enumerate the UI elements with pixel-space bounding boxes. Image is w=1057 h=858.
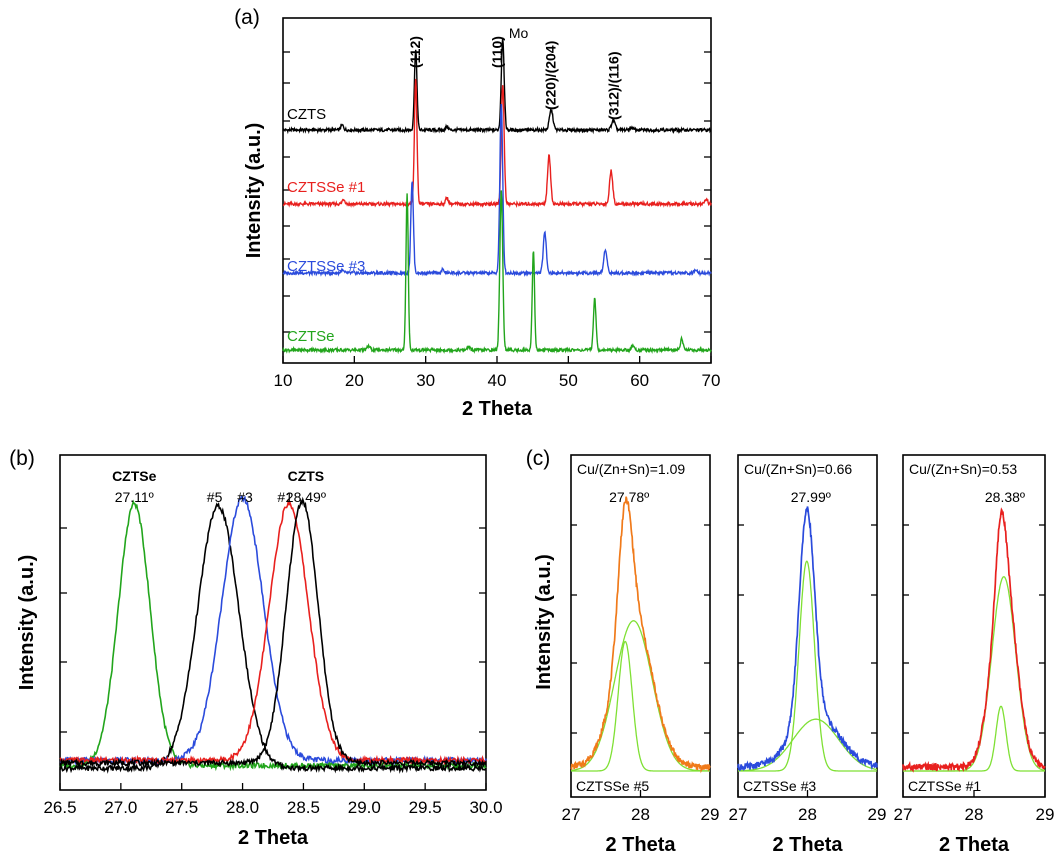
panel-b-frame (59, 454, 487, 791)
panel-a-peak-label: Mo (509, 25, 529, 41)
panel-a-series-cztsse-3 (282, 103, 712, 278)
panel-c: (c) Intensity (a.u.) 27 28 29 2 Theta Cu/(Zn+S… (526, 447, 1055, 856)
panel-b-label: (b) (9, 447, 35, 470)
panel-a-xtick-label: 70 (702, 371, 721, 390)
panel-c-xtick-label: 28 (631, 805, 650, 824)
panel-a-xtick-label: 20 (345, 371, 364, 390)
panel-c-component-fit (903, 576, 1046, 772)
panel-a-series-label: CZTSe (287, 328, 335, 345)
panel-b-xtick-label: 29.0 (348, 798, 381, 817)
panel-c-xlabel: 2 Theta (772, 834, 843, 856)
panel-c-xtick-label: 29 (868, 805, 887, 824)
panel-a-xtick-label: 10 (274, 371, 293, 390)
panel-b-annotation: 28.49º (286, 489, 326, 505)
panel-c-label: (c) (526, 447, 551, 470)
panel-a-label: (a) (234, 6, 260, 29)
panel-c-component-fit (738, 560, 877, 772)
panel-a-series-cztse (282, 190, 712, 355)
panel-c-xtick-label: 29 (1036, 805, 1055, 824)
panel-a-xlabel: 2 Theta (462, 398, 533, 420)
panel-b-xtick-label: 29.5 (409, 798, 442, 817)
panel-c-measured-profile (570, 496, 711, 774)
panel-c-xtick-label: 28 (965, 805, 984, 824)
panel-c-ratio: Cu/(Zn+Sn)=0.66 (744, 461, 852, 477)
panel-b-xtick-label: 27.5 (165, 798, 198, 817)
panel-a-series-label: CZTSSe #1 (287, 179, 365, 196)
panel-c-xlabel: 2 Theta (605, 834, 676, 856)
panel-c-xlabel: 2 Theta (939, 834, 1010, 856)
panel-b-xtick-label: 26.5 (43, 798, 76, 817)
panel-a-series-label: CZTSSe #3 (287, 258, 365, 275)
panel-b-annotation: #3 (237, 489, 253, 505)
panel-c-component-fit (571, 640, 710, 772)
panel-b-xtick-label: 28.0 (226, 798, 259, 817)
panel-b-annotation: CZTS (288, 468, 325, 484)
panel-a-ylabel: Intensity (a.u.) (243, 123, 265, 259)
panel-a-xtick-label: 50 (559, 371, 578, 390)
panel-b-series--1 (59, 498, 487, 766)
panel-b-xlabel: 2 Theta (238, 827, 309, 849)
panel-c-frame (902, 454, 1046, 798)
panel-a-peak-label: (220)/(204) (543, 41, 559, 110)
panel-c-sample: CZTSSe #5 (576, 778, 649, 794)
panel-b-annotation: CZTSe (112, 468, 157, 484)
panel-c-ylabel: Intensity (a.u.) (533, 554, 555, 690)
panel-b-ylabel: Intensity (a.u.) (16, 555, 38, 691)
panel-c-sample: CZTSSe #3 (743, 778, 816, 794)
panel-c-xtick-label: 27 (562, 805, 581, 824)
panel-a-series-cztsse-1 (282, 78, 712, 209)
panel-b-annotation: #1 (277, 489, 293, 505)
panel-c-xtick-label: 27 (894, 805, 913, 824)
panel-a-peak-label: (112) (407, 36, 423, 68)
panel-c-xtick-label: 29 (701, 805, 720, 824)
panel-c-component-fit (571, 620, 710, 772)
panel-a-xtick-label: 60 (630, 371, 649, 390)
panel-b-series--5 (59, 502, 487, 774)
panel-a-xtick-label: 30 (416, 371, 435, 390)
panel-c-measured-profile (902, 507, 1046, 773)
panel-a-series-label: CZTS (287, 106, 326, 123)
panel-c-component-fit (738, 718, 878, 772)
panel-a: 10 20 30 40 50 60 70 2 Theta Intensity (a.u.) (a)… (234, 6, 720, 420)
panel-c-peak: 27.99º (791, 489, 831, 505)
panel-b-series-czts (59, 496, 487, 769)
panel-c-ratio: Cu/(Zn+Sn)=1.09 (577, 461, 685, 477)
panel-a-peak-label: (312)/(116) (605, 52, 621, 120)
panel-b-xtick-label: 30.0 (469, 798, 502, 817)
panel-b: 26.5 27.0 27.5 28.0 28.5 29.0 29.5 30.0 2 Theta I… (9, 447, 502, 849)
panel-c-xtick-label: 27 (729, 805, 748, 824)
panel-b-annotation: 27.11º (115, 489, 154, 505)
panel-b-xtick-label: 27.0 (104, 798, 137, 817)
panel-c-xtick-label: 28 (798, 805, 817, 824)
panel-c-subplot: 27 28 29 2 Theta Cu/(Zn+Sn)=0.53 28.38º CZTSSe… (894, 454, 1055, 856)
panel-a-series-czts (282, 37, 712, 135)
panel-c-peak: 27.78º (609, 489, 649, 505)
panel-b-series--3 (59, 494, 487, 766)
panel-c-subplot: 27 28 29 2 Theta Cu/(Zn+Sn)=0.66 27.99º CZTSSe… (729, 454, 887, 856)
panel-b-annotation: #5 (207, 489, 223, 505)
panel-c-peak: 28.38º (985, 489, 1025, 505)
panel-c-frame (737, 454, 878, 798)
panel-c-frame (570, 454, 711, 798)
panel-b-series-cztse (59, 499, 487, 772)
panel-c-subplot: 27 28 29 2 Theta Cu/(Zn+Sn)=1.09 27.78º CZTSSe… (562, 454, 720, 856)
panel-a-xtick-label: 40 (488, 371, 507, 390)
panel-b-xtick-label: 28.5 (287, 798, 320, 817)
panel-c-ratio: Cu/(Zn+Sn)=0.53 (909, 461, 1017, 477)
panel-c-measured-profile (737, 506, 878, 772)
panel-a-peak-label: (110) (489, 36, 505, 68)
panel-c-sample: CZTSSe #1 (908, 778, 981, 794)
